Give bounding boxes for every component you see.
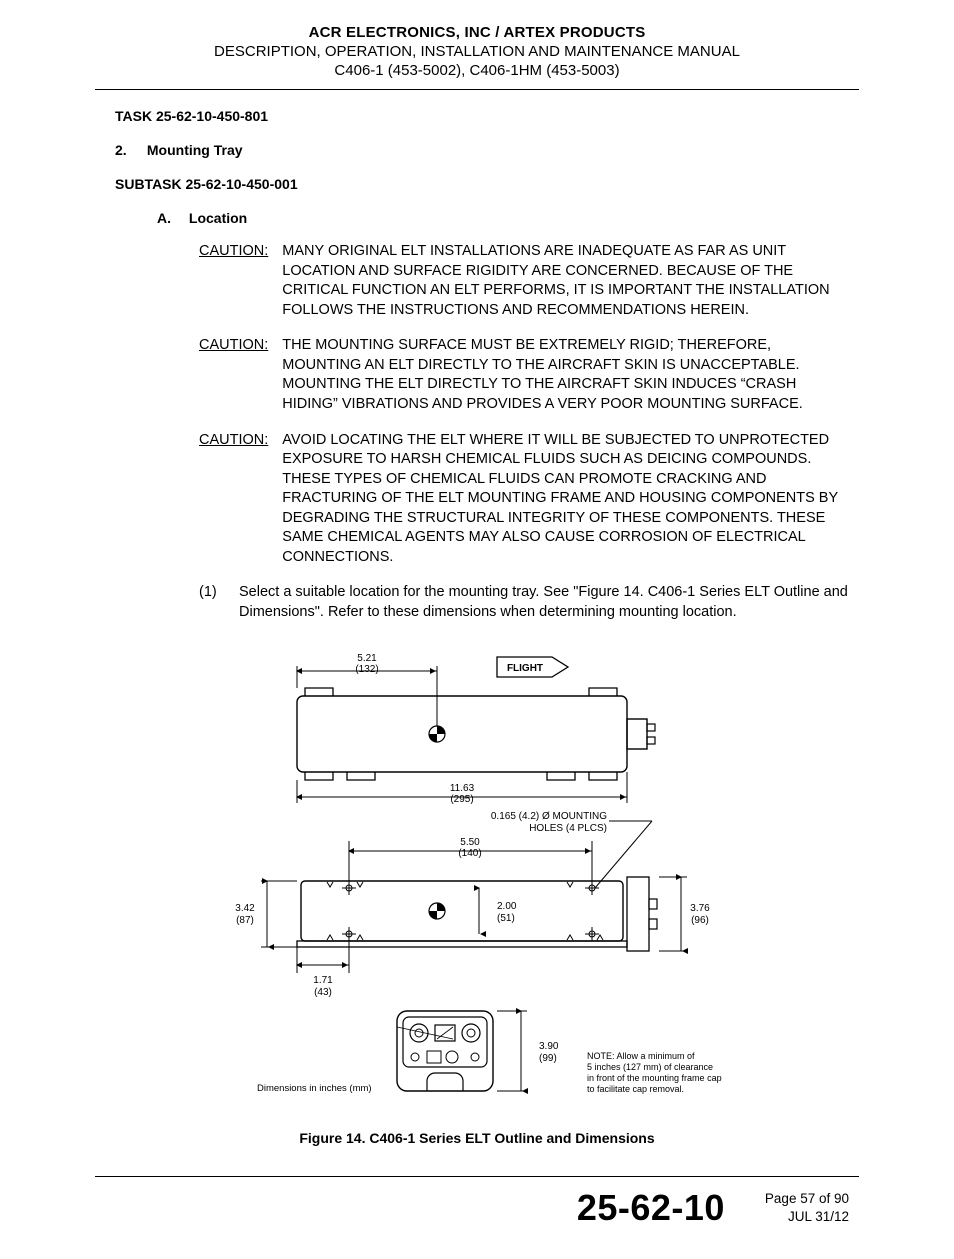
clearance-note-2: 5 inches (127 mm) of clearance — [587, 1062, 713, 1072]
footer-date: JUL 31/12 — [765, 1208, 849, 1226]
footer-rule — [95, 1176, 859, 1177]
caution-label: CAUTION: — [199, 336, 282, 414]
document-page: ACR ELECTRONICS, INC / ARTEX PRODUCTS DE… — [0, 0, 954, 1259]
figure-caption: Figure 14. C406-1 Series ELT Outline and… — [95, 1130, 859, 1146]
dim-43: (43) — [314, 987, 332, 998]
flight-arrow-icon: FLIGHT — [497, 657, 568, 677]
caution-text: THE MOUNTING SURFACE MUST BE EXTREMELY R… — [282, 336, 849, 414]
clearance-note-4: to facilitate cap removal. — [587, 1084, 684, 1094]
page-footer: 25-62-10 Page 57 of 90 JUL 31/12 — [95, 1187, 859, 1229]
holes-label-2: HOLES (4 PLCS) — [529, 823, 607, 834]
dim-3.42: 3.42 — [235, 903, 255, 914]
dim-5.21: 5.21 — [357, 653, 377, 664]
subsection-title: Location — [189, 210, 247, 226]
section-title: Mounting Tray — [147, 142, 243, 158]
dimensions-units-note: Dimensions in inches (mm) — [257, 1083, 372, 1094]
caution-label: CAUTION: — [199, 242, 282, 320]
dim-132: (132) — [355, 664, 378, 675]
caution-block: CAUTION: THE MOUNTING SURFACE MUST BE EX… — [199, 336, 849, 414]
section-heading: 2. Mounting Tray — [115, 142, 859, 158]
footer-section-code: 25-62-10 — [577, 1187, 725, 1229]
dim-3.90: 3.90 — [539, 1041, 559, 1052]
task-number: TASK 25-62-10-450-801 — [115, 108, 859, 124]
subsection-letter: A. — [157, 210, 185, 226]
section-number: 2. — [115, 142, 143, 158]
dim-140: (140) — [458, 848, 481, 859]
figure-14: 5.21 (132) FLIGHT 11.63 (295) 0.165 (4.2… — [95, 641, 859, 1146]
elt-outline-diagram: 5.21 (132) FLIGHT 11.63 (295) 0.165 (4.2… — [197, 641, 757, 1111]
dim-3.76: 3.76 — [690, 903, 710, 914]
dim-96: (96) — [691, 915, 709, 926]
holes-label-1: 0.165 (4.2) Ø MOUNTING — [491, 811, 607, 822]
caution-block: CAUTION: AVOID LOCATING THE ELT WHERE IT… — [199, 431, 849, 568]
caution-text: MANY ORIGINAL ELT INSTALLATIONS ARE INAD… — [282, 242, 849, 320]
clearance-note-1: NOTE: Allow a minimum of — [587, 1051, 695, 1061]
header-subtitle-2: C406-1 (453-5002), C406-1HM (453-5003) — [95, 62, 859, 79]
header-rule — [95, 89, 859, 90]
header-subtitle-1: DESCRIPTION, OPERATION, INSTALLATION AND… — [95, 43, 859, 60]
header-title: ACR ELECTRONICS, INC / ARTEX PRODUCTS — [95, 24, 859, 41]
footer-page-number: Page 57 of 90 — [765, 1190, 849, 1208]
dim-1.71: 1.71 — [313, 975, 333, 986]
step-text: Select a suitable location for the mount… — [239, 583, 849, 622]
caution-block: CAUTION: MANY ORIGINAL ELT INSTALLATIONS… — [199, 242, 849, 320]
dim-2.00: 2.00 — [497, 901, 517, 912]
dim-99: (99) — [539, 1053, 557, 1064]
dim-5.50: 5.50 — [460, 837, 480, 848]
dim-87: (87) — [236, 915, 254, 926]
page-header: ACR ELECTRONICS, INC / ARTEX PRODUCTS DE… — [95, 24, 859, 79]
caution-label: CAUTION: — [199, 431, 282, 568]
step-number: (1) — [199, 583, 239, 622]
subsection-a-heading: A. Location — [157, 210, 859, 226]
dim-51: (51) — [497, 913, 515, 924]
footer-page-info: Page 57 of 90 JUL 31/12 — [765, 1190, 849, 1225]
step-row: (1) Select a suitable location for the m… — [199, 583, 849, 622]
dim-295: (295) — [450, 794, 473, 805]
subtask-number: SUBTASK 25-62-10-450-001 — [115, 176, 859, 192]
dim-11.63: 11.63 — [450, 783, 475, 794]
flight-label: FLIGHT — [507, 663, 543, 674]
clearance-note-3: in front of the mounting frame cap — [587, 1073, 722, 1083]
caution-text: AVOID LOCATING THE ELT WHERE IT WILL BE … — [282, 431, 849, 568]
